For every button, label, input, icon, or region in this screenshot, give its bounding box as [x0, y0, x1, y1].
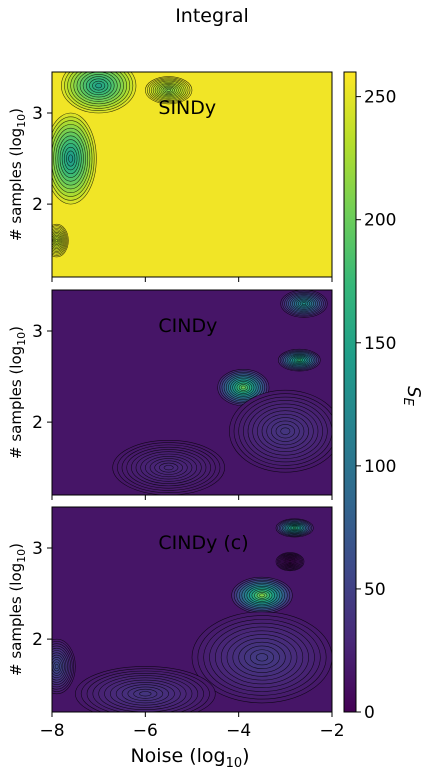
- y-tick-label: 2: [32, 195, 43, 215]
- y-tick-label: 3: [32, 322, 43, 342]
- colorbar-tick-label: 100: [364, 457, 396, 477]
- contour-level-4-12: [280, 427, 291, 435]
- axes-frame: [51, 289, 333, 496]
- x-tick-label: −4: [226, 721, 251, 741]
- x-tick-label: −8: [39, 721, 64, 741]
- colorbar-scale: [343, 71, 357, 713]
- panel-3: CINDy (c) 2 3 −8 −6 −4 −2 # samples (log10): [7, 506, 345, 741]
- contour-level-3-12: [301, 302, 307, 306]
- colorbar-tick-label: 250: [364, 88, 396, 108]
- panel-label: CINDy (c): [158, 532, 248, 554]
- colorbar-tick-label: 150: [364, 334, 396, 354]
- contour-level-4-12: [54, 663, 59, 670]
- panel-1: SINDy 2 3# samples (log10): [7, 71, 333, 282]
- contour-level-1-12: [55, 238, 58, 243]
- figure-title: Integral: [175, 5, 249, 27]
- y-axis-label: # samples (log10): [7, 108, 28, 241]
- contour-level-3-12: [288, 560, 292, 563]
- panel-label: SINDy: [158, 97, 216, 119]
- panel-2: CINDy 2 3# samples (log10): [7, 289, 333, 500]
- contour-level-2-12: [297, 358, 302, 362]
- contour-level-2-12: [68, 154, 74, 163]
- y-axis-label: # samples (log10): [7, 326, 28, 459]
- panel-label: CINDy: [158, 315, 217, 337]
- colorbar-label: SE: [400, 386, 424, 406]
- y-tick-label: 3: [32, 539, 43, 559]
- x-tick-label: −2: [319, 721, 344, 741]
- colorbar-tick-label: 200: [364, 211, 396, 231]
- contour-field: [52, 72, 193, 258]
- contour-level-4-12: [166, 88, 171, 92]
- contour-field: [112, 290, 332, 495]
- contour-level-1-12: [259, 593, 265, 598]
- y-axis-label: # samples (log10): [7, 543, 28, 676]
- x-axis-label: Noise (log10): [130, 745, 249, 771]
- y-tick-label: 2: [32, 630, 43, 650]
- contour-level-6-12: [139, 691, 152, 697]
- y-tick-label: 3: [32, 104, 43, 124]
- axes-frame: [51, 506, 333, 713]
- contour-field: [52, 518, 332, 712]
- contour-level-1-12: [240, 385, 246, 390]
- contour-level-2-12: [292, 526, 297, 530]
- colorbar-tick-label: 0: [364, 703, 375, 723]
- contour-level-5-12: [163, 465, 174, 471]
- contour-level-3-12: [95, 83, 103, 89]
- colorbar-tick-label: 50: [364, 580, 386, 600]
- axes-frame: [51, 71, 333, 278]
- contour-level-5-12: [255, 653, 269, 662]
- colorbar: 0 50 100 150 200 250 SE: [343, 71, 424, 723]
- x-tick-label: −6: [133, 721, 158, 741]
- y-tick-label: 2: [32, 413, 43, 433]
